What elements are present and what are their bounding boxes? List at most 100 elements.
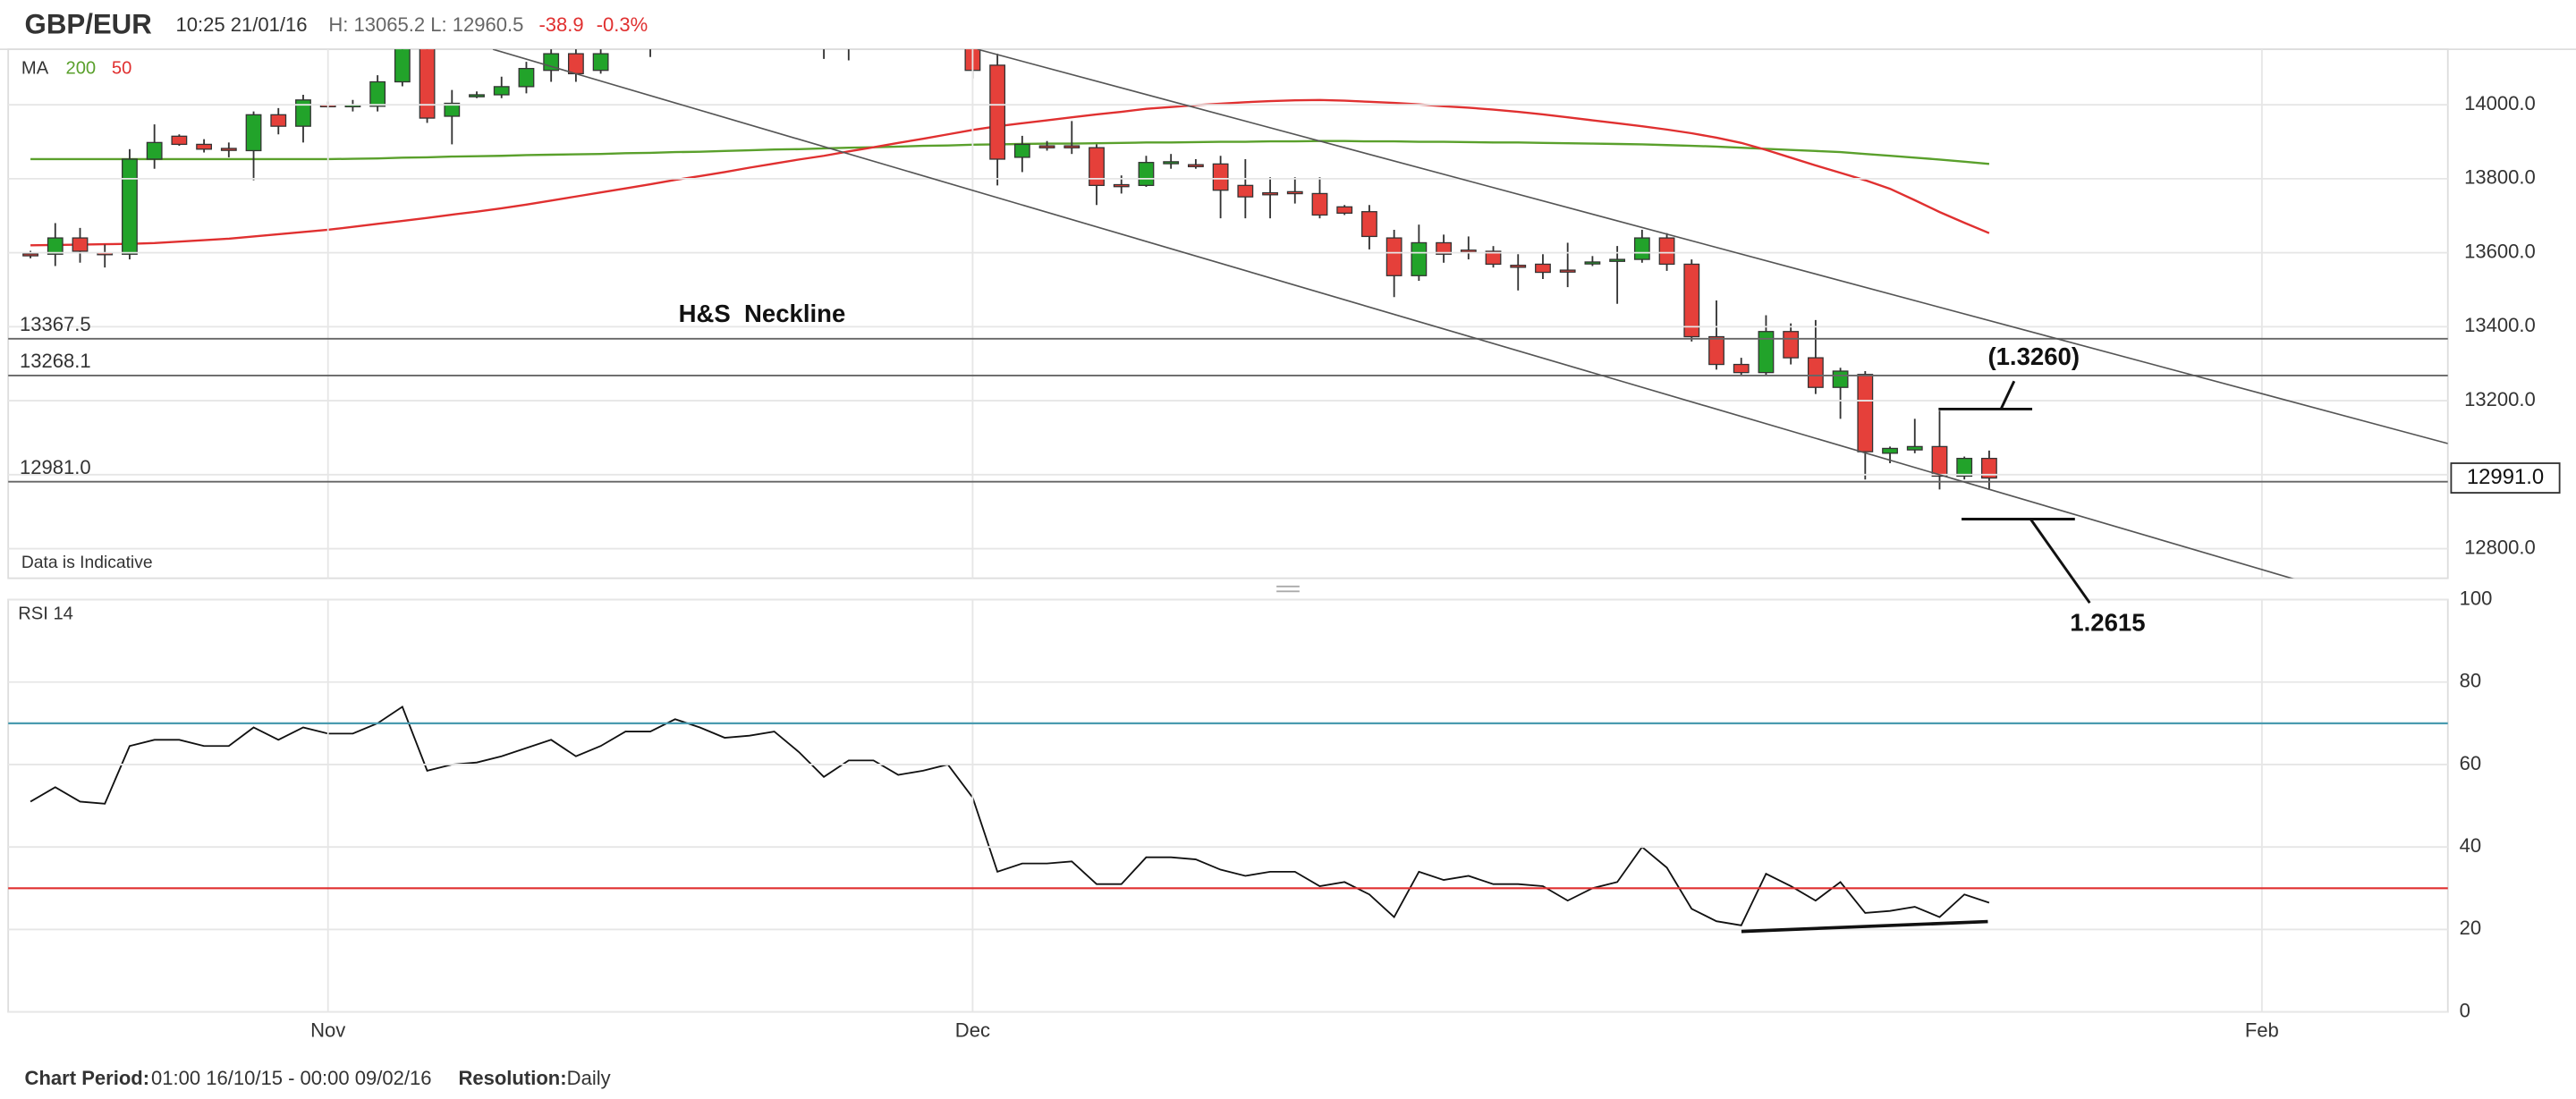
candle-body — [1584, 261, 1601, 265]
candle-body — [1857, 374, 1874, 452]
candle-body — [1832, 370, 1849, 388]
period-label: Chart Period: — [25, 1067, 150, 1089]
candle-body — [543, 53, 560, 72]
channel-upper — [977, 49, 2448, 444]
candle-body — [146, 141, 163, 160]
change: -38.9 — [538, 13, 583, 36]
candle-body — [1361, 211, 1377, 238]
legend-entry: 200 — [65, 58, 96, 78]
y-tick-label: 13400.0 — [2464, 314, 2536, 336]
candle-body — [592, 53, 609, 72]
candle-body — [1906, 445, 1923, 451]
candle-body — [1212, 163, 1229, 191]
candle-body — [1733, 363, 1750, 374]
candle-body — [22, 253, 38, 257]
x-tick-label: Nov — [310, 1019, 345, 1042]
candle-body — [1559, 269, 1576, 273]
y-tick-label: 13600.0 — [2464, 240, 2536, 262]
candle-body — [493, 86, 510, 96]
candle-body — [220, 148, 237, 151]
candle-body — [1311, 192, 1328, 216]
neckline-label: H&S Neckline — [679, 300, 846, 327]
upper-label: (1.3260) — [1987, 342, 2080, 370]
candle-body — [518, 67, 535, 88]
y-tick-label: 13200.0 — [2464, 388, 2536, 410]
level-label: 13268.1 — [20, 350, 91, 372]
candle-body — [1063, 145, 1080, 148]
candle-body — [295, 99, 311, 127]
candle-body — [1385, 237, 1402, 276]
y-tick-label: 60 — [2460, 752, 2482, 774]
layers: 12800.013000.013200.013400.013600.013800… — [8, 49, 2561, 1042]
candle-body — [1708, 335, 1724, 366]
x-tick-label: Dec — [955, 1019, 990, 1042]
x-tick-label: Feb — [2245, 1019, 2279, 1042]
last-price-label: 12991.0 — [2467, 465, 2544, 489]
ma-line — [30, 139, 1990, 165]
candle-body — [1683, 263, 1700, 338]
change-pct: -0.3% — [597, 13, 648, 36]
level-label: 13367.5 — [20, 313, 91, 335]
rsi-line — [30, 706, 1990, 926]
lower-label: 1.2615 — [2070, 608, 2145, 636]
candle-body — [1187, 164, 1204, 168]
candle-body — [419, 49, 436, 119]
y-tick-label: 14000.0 — [2464, 92, 2536, 114]
y-tick-label: 80 — [2460, 670, 2482, 692]
y-tick-label: 12800.0 — [2464, 536, 2536, 558]
candle-body — [369, 80, 386, 107]
candle-body — [1783, 331, 1800, 359]
y-tick-label: 40 — [2460, 834, 2482, 857]
candle-body — [1633, 237, 1650, 260]
candle-body — [1956, 457, 1973, 478]
candle-body — [1436, 241, 1452, 255]
high: H: 13065.2 — [328, 13, 425, 36]
candle-body — [1485, 250, 1502, 266]
last-price-box — [2450, 462, 2561, 494]
low: L: 12960.5 — [430, 13, 523, 36]
candle-body — [394, 49, 411, 83]
candle-body — [1535, 263, 1551, 274]
channel-lower — [492, 49, 2294, 579]
candle-body — [444, 102, 461, 117]
y-tick-label: 100 — [2460, 587, 2493, 609]
candle-body — [72, 237, 89, 252]
candle-body — [171, 135, 188, 146]
candle-body — [1038, 145, 1055, 148]
candle-body — [1113, 183, 1130, 188]
price-panel — [7, 48, 2449, 579]
candle-body — [1758, 331, 1775, 374]
divergence-line — [1741, 919, 1988, 934]
candle-body — [1336, 206, 1353, 215]
candle-body — [47, 237, 64, 255]
y-tick-label: 20 — [2460, 917, 2482, 939]
candle-body — [989, 64, 1006, 160]
symbol: GBP/EUR — [25, 9, 152, 40]
candle-body — [1163, 161, 1180, 165]
candle-body — [245, 114, 262, 152]
rsi-title: RSI 14 — [18, 604, 73, 623]
y-tick-label: 13800.0 — [2464, 166, 2536, 189]
candle-body — [1262, 191, 1278, 196]
candle-body — [1286, 190, 1303, 195]
candle-body — [1931, 445, 1948, 478]
rsi-clip — [30, 706, 1990, 926]
candle-body — [1138, 162, 1155, 186]
candle-body — [1807, 357, 1824, 388]
candle-body — [567, 53, 584, 75]
candle-body — [196, 143, 213, 150]
price-clip — [22, 49, 1997, 490]
candle-body — [1609, 258, 1626, 262]
period: 01:00 16/10/15 - 00:00 09/02/16 — [151, 1067, 432, 1089]
candle-body — [1237, 184, 1254, 198]
lower-pointer — [2029, 518, 2091, 604]
candle-body — [1460, 249, 1477, 253]
candle-body — [1411, 241, 1428, 276]
time: 10:25 21/01/16 — [176, 13, 308, 36]
legend-entry: 50 — [112, 58, 131, 78]
candle-body — [469, 94, 485, 97]
trendlines — [492, 49, 2448, 579]
